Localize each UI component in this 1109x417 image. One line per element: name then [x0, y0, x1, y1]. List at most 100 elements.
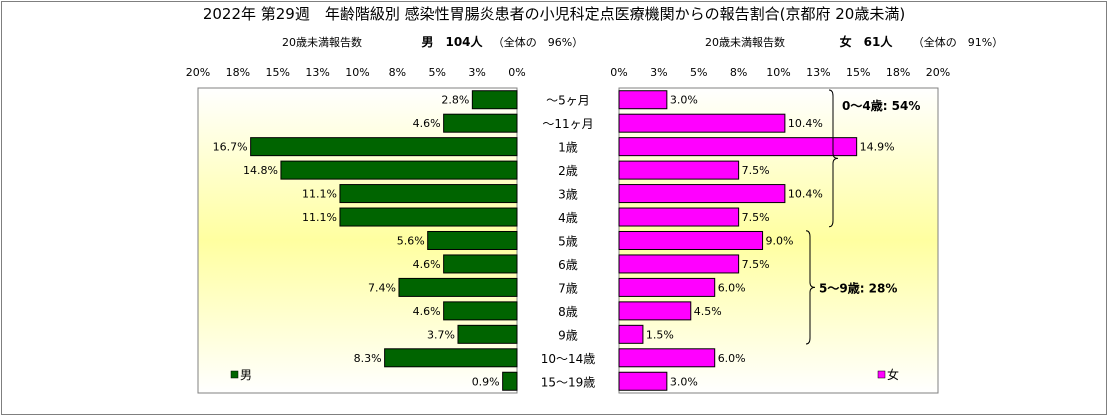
male-axis-tick-label: 0% — [508, 66, 525, 79]
male-data-label: 4.6% — [413, 258, 441, 271]
female-header-label: 20歳未満報告数 — [705, 36, 785, 49]
female-bar — [618, 348, 716, 368]
male-bar — [280, 160, 518, 180]
category-label: 6歳 — [558, 258, 578, 272]
category-label: 8歳 — [558, 305, 578, 319]
male-axis-tick-label: 13% — [305, 66, 329, 79]
female-header-share: （全体の 91%） — [913, 35, 1003, 49]
male-bar — [443, 301, 518, 321]
female-data-label: 6.0% — [718, 352, 746, 365]
male-axis-tick-label: 3% — [468, 66, 485, 79]
category-label: ～11ヶ月 — [542, 117, 593, 131]
female-data-label: 7.5% — [742, 164, 770, 177]
female-axis-tick-label: 20% — [926, 66, 950, 79]
female-bar — [618, 324, 644, 344]
category-label: 3歳 — [558, 188, 578, 202]
female-legend-swatch — [877, 370, 886, 379]
female-axis-tick-label: 13% — [806, 66, 830, 79]
female-axis-tick-label: 10% — [766, 66, 790, 79]
male-data-label: 16.7% — [213, 141, 248, 154]
female-bar — [618, 90, 668, 110]
category-label: 2歳 — [558, 164, 578, 178]
male-bar — [250, 137, 518, 157]
female-bar — [618, 230, 764, 250]
category-label: 7歳 — [558, 281, 578, 295]
male-bar — [443, 113, 518, 133]
male-bar — [339, 207, 518, 227]
female-header-value: 女 61人 — [840, 34, 894, 49]
female-data-label: 3.0% — [670, 375, 698, 388]
female-bar — [618, 160, 740, 180]
male-bar — [339, 184, 518, 204]
female-axis-tick-label: 5% — [690, 66, 707, 79]
male-data-label: 2.8% — [441, 94, 469, 107]
male-header-share: （全体の 96%） — [493, 35, 583, 49]
male-bar — [471, 90, 518, 110]
male-data-label: 8.3% — [354, 352, 382, 365]
male-bar — [398, 277, 518, 297]
female-data-label: 1.5% — [646, 328, 674, 341]
male-bar — [384, 348, 518, 368]
male-data-label: 4.6% — [413, 305, 441, 318]
age-group-brace — [805, 230, 816, 345]
female-data-label: 3.0% — [670, 94, 698, 107]
age-group-annotation: 0～4歳: 54% — [842, 98, 920, 113]
category-label: 1歳 — [558, 141, 578, 155]
male-legend-swatch — [230, 370, 239, 379]
male-data-label: 4.6% — [413, 117, 441, 130]
female-bar — [618, 184, 786, 204]
female-axis-tick-label: 3% — [650, 66, 667, 79]
female-bar — [618, 371, 668, 391]
female-data-label: 7.5% — [742, 211, 770, 224]
male-data-label: 3.7% — [427, 328, 455, 341]
male-axis-tick-label: 20% — [186, 66, 210, 79]
female-bar — [618, 207, 740, 227]
male-data-label: 11.1% — [302, 188, 337, 201]
chart-title: 2022年 第29週 年齢階級別 感染性胃腸炎患者の小児科定点医療機関からの報告… — [203, 5, 905, 23]
male-bar — [427, 230, 518, 250]
female-data-label: 9.0% — [766, 234, 794, 247]
male-bar — [502, 371, 518, 391]
female-bar — [618, 277, 716, 297]
female-data-label: 7.5% — [742, 258, 770, 271]
category-label: 15～19歳 — [541, 375, 596, 389]
category-label: 10～14歳 — [541, 352, 596, 366]
age-group-brace — [828, 89, 839, 228]
female-data-label: 14.9% — [860, 141, 895, 154]
male-axis-tick-label: 5% — [429, 66, 446, 79]
category-label: 4歳 — [558, 211, 578, 225]
male-data-label: 14.8% — [243, 164, 278, 177]
age-group-annotation: 5～9歳: 28% — [819, 280, 897, 295]
male-axis-tick-label: 15% — [266, 66, 290, 79]
category-label: ～5ヶ月 — [546, 94, 590, 108]
male-bar — [443, 254, 518, 274]
male-data-label: 7.4% — [368, 281, 396, 294]
female-bar — [618, 301, 692, 321]
male-data-label: 5.6% — [397, 234, 425, 247]
male-axis-tick-label: 8% — [389, 66, 406, 79]
female-axis-tick-label: 0% — [610, 66, 627, 79]
male-header-label: 20歳未満報告数 — [282, 36, 362, 49]
male-bar — [457, 324, 518, 344]
female-bar — [618, 113, 786, 133]
male-axis-tick-label: 18% — [226, 66, 250, 79]
female-axis-tick-label: 8% — [730, 66, 747, 79]
category-label: 5歳 — [558, 234, 578, 248]
category-label: 9歳 — [558, 328, 578, 342]
female-bar — [618, 254, 740, 274]
female-data-label: 10.4% — [788, 117, 823, 130]
male-legend-label: 男 — [240, 368, 252, 382]
female-data-label: 10.4% — [788, 188, 823, 201]
female-bar — [618, 137, 858, 157]
male-data-label: 11.1% — [302, 211, 337, 224]
female-legend-label: 女 — [887, 367, 899, 382]
male-axis-tick-label: 10% — [345, 66, 369, 79]
female-axis-tick-label: 15% — [846, 66, 870, 79]
female-data-label: 4.5% — [694, 305, 722, 318]
male-header-value: 男 104人 — [421, 34, 483, 49]
male-data-label: 0.9% — [472, 375, 500, 388]
female-data-label: 6.0% — [718, 281, 746, 294]
female-axis-tick-label: 18% — [886, 66, 910, 79]
